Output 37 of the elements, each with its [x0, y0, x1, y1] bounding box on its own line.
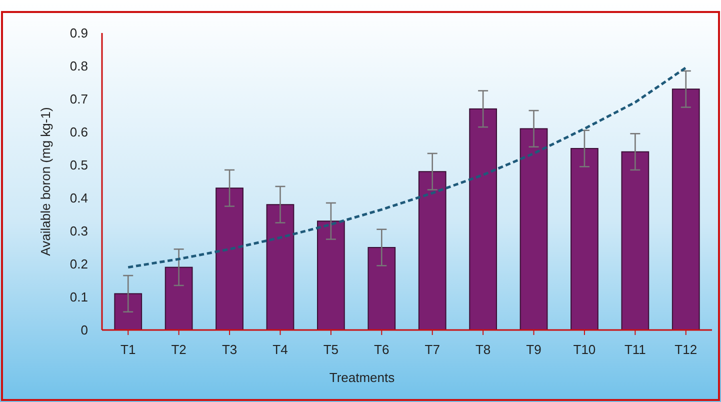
bar — [317, 220, 345, 330]
bar — [570, 148, 598, 330]
y-tick-label: 0 — [80, 322, 88, 338]
y-axis-title: Available boron (mg kg-1) — [38, 107, 53, 256]
bar — [164, 266, 193, 330]
y-tick-label: 0.9 — [70, 26, 88, 41]
x-tick-label: T8 — [475, 342, 491, 357]
y-tick-label: 0.8 — [70, 58, 88, 74]
bar — [266, 204, 294, 330]
bar — [672, 88, 700, 330]
x-tick-label: T11 — [624, 342, 646, 357]
x-tick-label: T2 — [171, 342, 186, 357]
bar — [621, 151, 650, 330]
y-tick-label: 0.7 — [70, 92, 88, 107]
x-tick-label: T4 — [272, 342, 288, 357]
bar — [368, 247, 396, 330]
line-series — [126, 66, 688, 269]
y-tick-label: 0.1 — [70, 290, 88, 305]
y-tick-label: 0.2 — [70, 256, 88, 272]
y-tick-label: 0.5 — [70, 158, 88, 173]
bar — [469, 108, 497, 330]
x-tick-label: T9 — [526, 342, 542, 357]
y-tick-label: 0.6 — [70, 124, 88, 140]
x-tick-label: T6 — [374, 342, 390, 357]
bar — [114, 293, 142, 330]
bar — [216, 188, 244, 330]
y-tick-label: 0.3 — [70, 224, 88, 239]
x-tick-label: T12 — [674, 342, 698, 357]
x-tick-label: T10 — [573, 342, 596, 357]
y-tick-label: 0.4 — [70, 190, 88, 206]
bar — [520, 128, 548, 330]
x-tick-label: T5 — [323, 342, 339, 357]
x-tick-label: T1 — [120, 342, 136, 357]
bar — [418, 171, 446, 330]
x-tick-label: T7 — [424, 342, 440, 357]
x-axis-title: Treatments — [329, 370, 396, 385]
x-tick-label: T3 — [222, 342, 238, 357]
